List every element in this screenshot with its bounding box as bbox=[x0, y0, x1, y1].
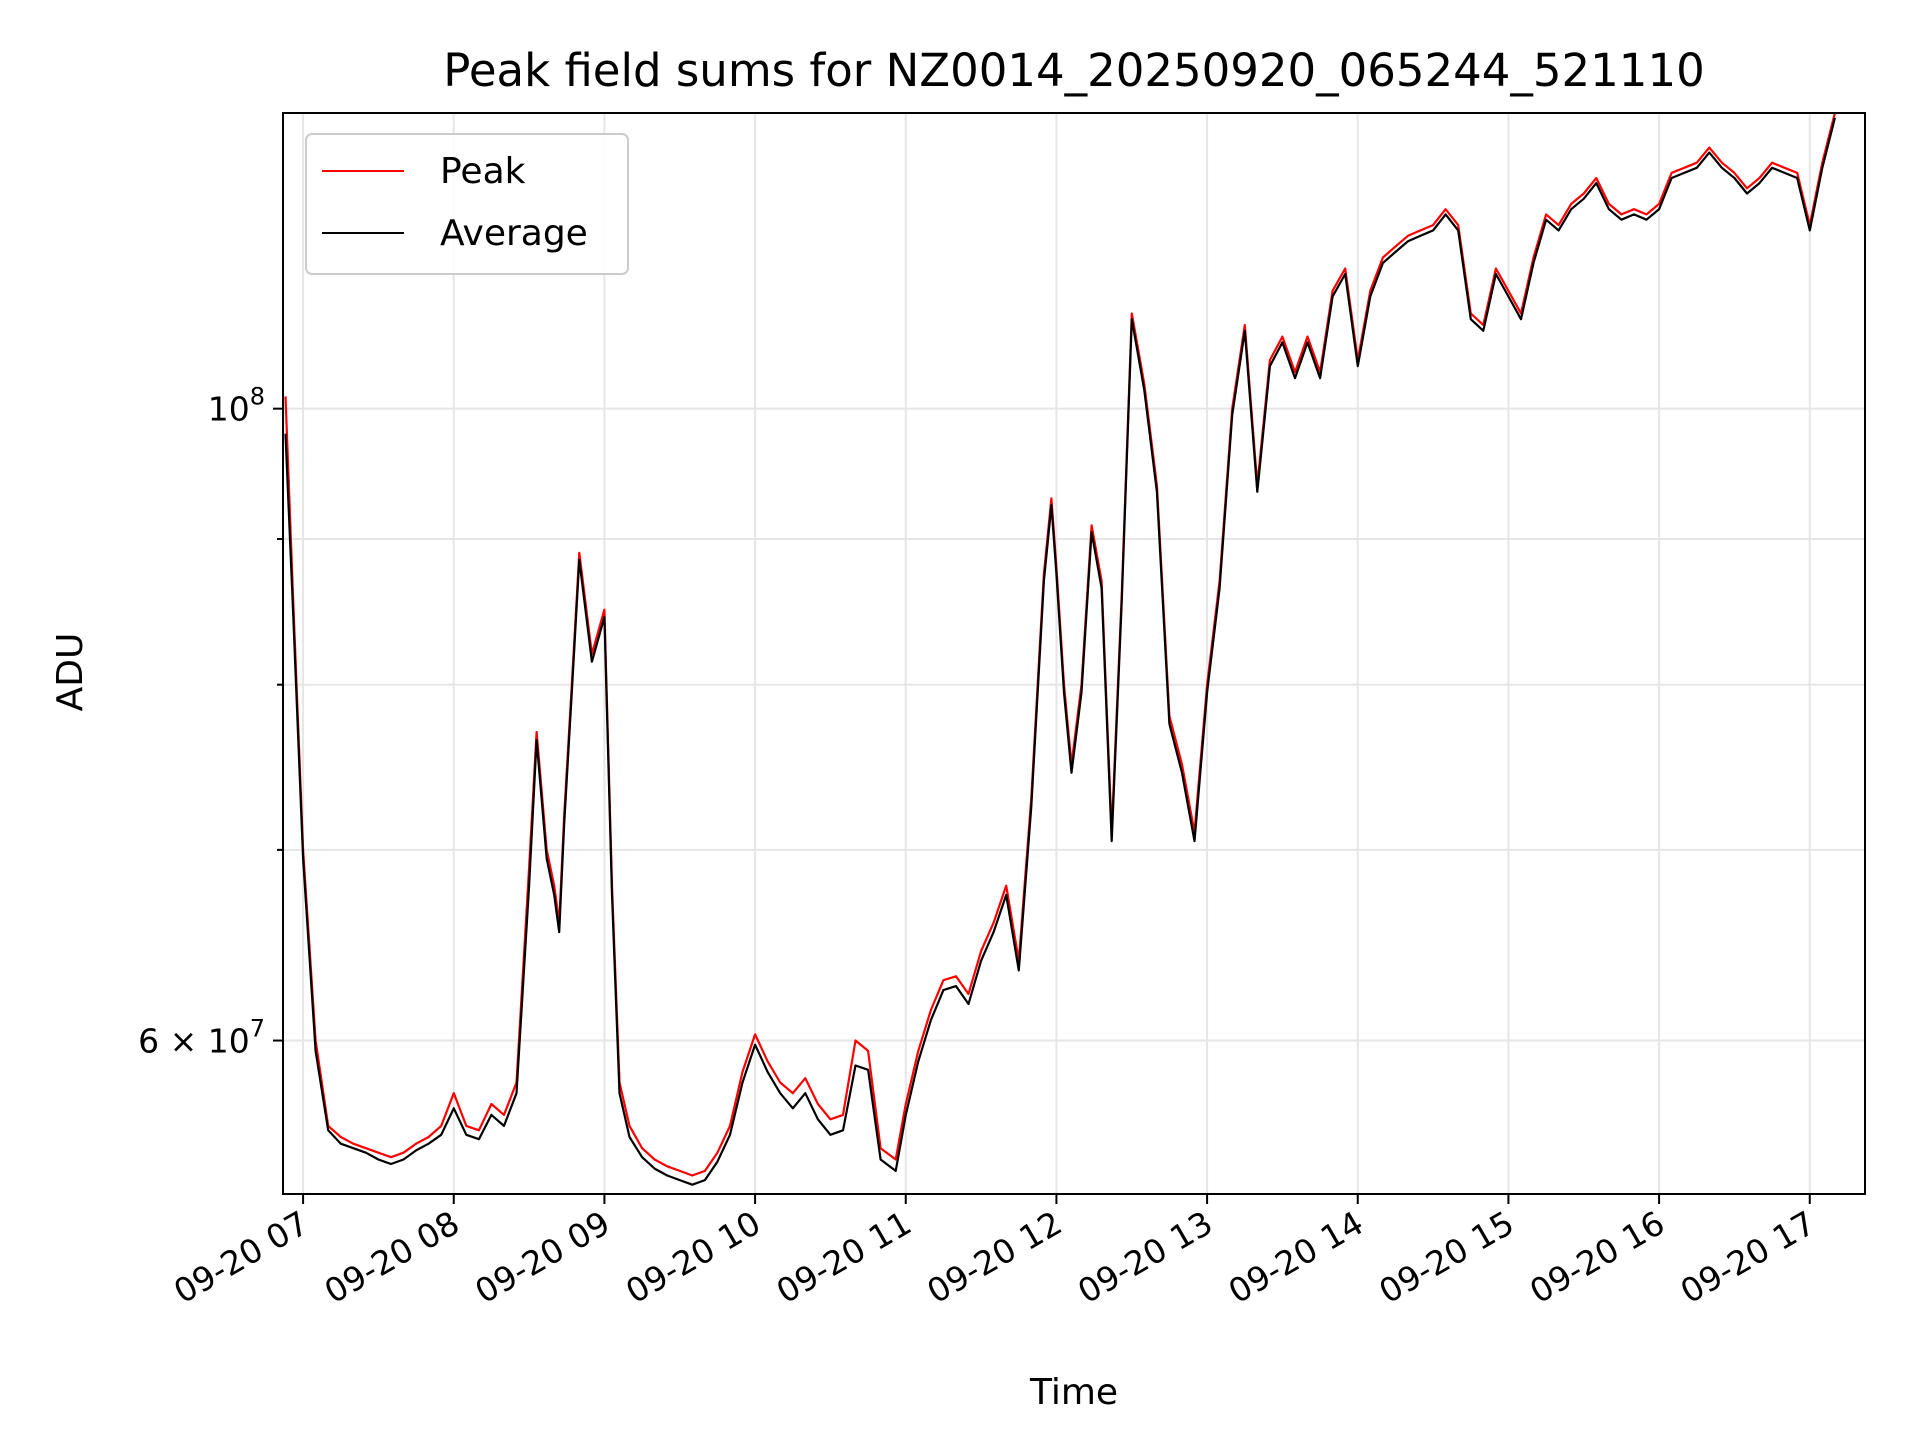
x-axis-label: Time bbox=[1029, 1372, 1118, 1413]
legend-average-label: Average bbox=[440, 213, 588, 254]
legend-peak-label: Peak bbox=[440, 151, 526, 192]
legend: Peak Average bbox=[305, 133, 629, 275]
series-layer bbox=[284, 112, 1836, 1186]
y-axis-label: ADU bbox=[50, 633, 91, 712]
grid bbox=[283, 113, 1865, 1194]
y-tick-label: 6 × 107 bbox=[138, 1015, 265, 1061]
y-tick-label: 108 bbox=[208, 383, 265, 429]
chart-title: Peak field sums for NZ0014_20250920_0652… bbox=[443, 44, 1704, 97]
plot-frame bbox=[282, 112, 1866, 1195]
legend-box bbox=[305, 133, 629, 275]
series-line-average bbox=[284, 117, 1836, 1186]
